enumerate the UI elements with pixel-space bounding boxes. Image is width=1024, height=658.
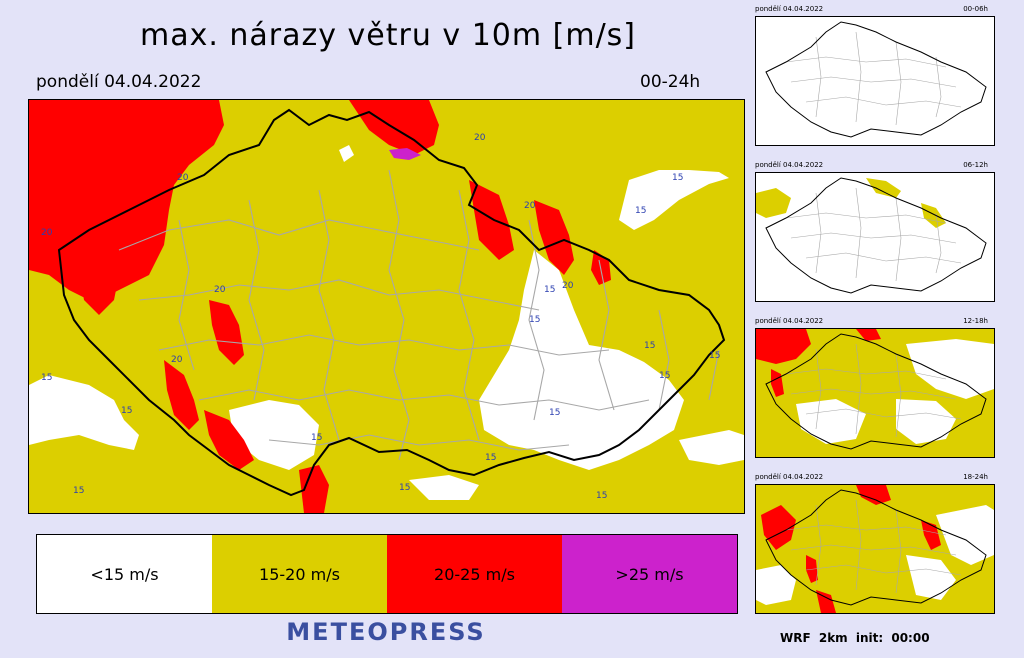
color-legend: <15 m/s 15-20 m/s 20-25 m/s >25 m/s	[36, 534, 738, 614]
model-info: WRF 2km init: 00:00	[780, 631, 930, 645]
zone-magenta-peak	[389, 148, 421, 160]
contour-label-15-g: 15	[659, 371, 670, 381]
country-border	[57, 108, 726, 497]
thumbnail-map	[755, 484, 995, 614]
zone-white-sw	[29, 375, 139, 450]
legend-label: 15-20 m/s	[259, 564, 340, 584]
legend-item-below-15: <15 m/s	[37, 535, 212, 613]
thumbnail-date: pondělí 04.04.2022	[755, 5, 824, 13]
legend-label: 20-25 m/s	[434, 564, 515, 584]
thumbnail-map-svg	[756, 329, 994, 450]
contour-label-20-g: 20	[41, 228, 53, 238]
contour-label-20-c: 20	[171, 355, 183, 365]
contour-label-15-b: 15	[635, 206, 646, 216]
zone-white-top-spot	[339, 145, 354, 162]
zone-red-sumava-2	[204, 410, 254, 470]
contour-label-20-a: 20	[474, 133, 486, 143]
thumbnail-06-12h[interactable]: pondělí 04.04.2022 06-12h	[753, 161, 996, 304]
thumbnail-map	[755, 328, 995, 458]
contour-label-15-m: 15	[485, 453, 496, 463]
thumbnail-00-06h[interactable]: pondělí 04.04.2022 00-06h	[753, 5, 996, 148]
contour-label-20-d: 20	[524, 201, 536, 211]
thumbnail-range: 12-18h	[963, 317, 988, 325]
thumbnail-range: 00-06h	[963, 5, 988, 13]
zone-red-orlicke	[534, 200, 574, 275]
contour-label-15-f: 15	[709, 351, 720, 361]
brand-logo-text: METEOPRESS	[286, 618, 486, 646]
zone-white-se-spot	[679, 430, 744, 465]
legend-label: <15 m/s	[90, 564, 159, 584]
contour-label-15-j: 15	[121, 406, 132, 416]
zone-white-bottom	[409, 475, 479, 500]
zone-white-south-moravia	[479, 250, 684, 470]
contour-label-20-e: 20	[562, 281, 574, 291]
map-time-range: 00-24h	[640, 72, 701, 92]
thumbnail-date: pondělí 04.04.2022	[755, 473, 824, 481]
contour-label-15-o: 15	[311, 433, 322, 443]
zone-white-south	[229, 400, 319, 470]
thumbnail-date: pondělí 04.04.2022	[755, 317, 824, 325]
thumbnail-map	[755, 172, 995, 302]
thumbnail-map-svg	[765, 21, 987, 138]
map-date: pondělí 04.04.2022	[36, 72, 202, 92]
map-title: max. nárazy větru v 10m [m/s]	[139, 18, 637, 53]
thumbnail-range: 06-12h	[963, 161, 988, 169]
thumbnail-map-svg	[756, 485, 994, 613]
main-map-svg: 20 20 20 20 20 20 20 15 15 15 15 15 15 1…	[29, 100, 744, 513]
legend-item-above-25: >25 m/s	[562, 535, 737, 613]
contour-label-15-h: 15	[549, 408, 560, 418]
contour-label-15-i: 15	[41, 373, 52, 383]
thumbnail-range: 18-24h	[963, 473, 988, 481]
legend-label: >25 m/s	[615, 564, 684, 584]
zone-red-nw-strip	[79, 240, 119, 315]
contour-labels: 20 20 20 20 20 20 20 15 15 15 15 15 15 1…	[41, 133, 720, 501]
zone-red-west	[209, 300, 244, 365]
contour-label-20-b: 20	[214, 285, 226, 295]
zone-red-south-strip	[299, 465, 329, 513]
zone-red-nw	[29, 100, 224, 300]
thumbnail-18-24h[interactable]: pondělí 04.04.2022 18-24h	[753, 473, 996, 616]
thumbnail-12-18h[interactable]: pondělí 04.04.2022 12-18h	[753, 317, 996, 460]
main-wind-gust-map: 20 20 20 20 20 20 20 15 15 15 15 15 15 1…	[28, 99, 745, 514]
contour-label-15-d: 15	[529, 315, 540, 325]
contour-label-15-n: 15	[596, 491, 607, 501]
thumbnail-map-svg	[756, 177, 987, 294]
contour-label-15-a: 15	[672, 173, 683, 183]
contour-label-15-l: 15	[399, 483, 410, 493]
legend-item-20-25: 20-25 m/s	[387, 535, 562, 613]
district-boundaries	[118, 169, 720, 461]
contour-label-15-e: 15	[644, 341, 655, 351]
thumbnail-date: pondělí 04.04.2022	[755, 161, 824, 169]
contour-label-15-k: 15	[73, 486, 84, 496]
contour-label-15-c: 15	[544, 285, 555, 295]
zone-red-krkonose	[469, 180, 514, 260]
zone-red-sumava-1	[164, 360, 199, 430]
contour-label-20-f: 20	[177, 173, 189, 183]
zone-white-ne	[619, 170, 729, 230]
legend-item-15-20: 15-20 m/s	[212, 535, 387, 613]
thumbnail-map	[755, 16, 995, 146]
